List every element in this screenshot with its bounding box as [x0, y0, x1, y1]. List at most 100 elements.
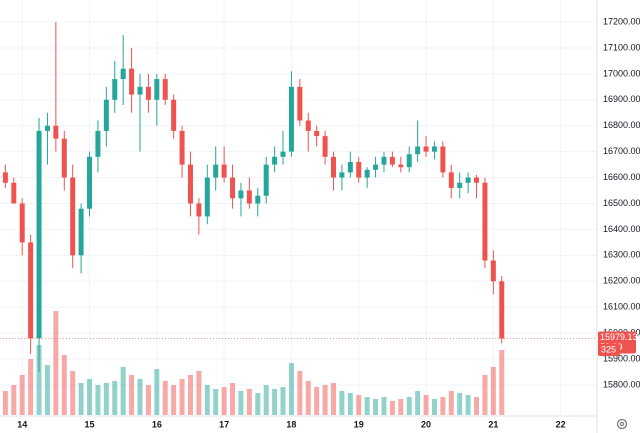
candle-body — [255, 195, 261, 204]
candle-body — [322, 136, 328, 157]
y-tick-label: 17100.00 — [603, 42, 640, 52]
candle-body — [36, 130, 42, 339]
x-tick-label: 19 — [354, 419, 364, 429]
volume-bar — [87, 379, 93, 415]
volume-bar — [448, 391, 454, 415]
volume-bar — [389, 401, 395, 415]
x-tick-label: 17 — [219, 419, 229, 429]
gear-hub — [619, 421, 625, 427]
candle-body — [230, 177, 236, 199]
volume-bar — [11, 385, 17, 415]
candle-body — [474, 177, 480, 183]
y-tick-label: 17200.00 — [603, 16, 640, 26]
candle-body — [179, 130, 185, 165]
last-price-label: 15979.13 — [600, 332, 638, 342]
volume-bar — [246, 389, 252, 415]
volume-bar — [28, 359, 34, 415]
candle-body — [406, 154, 412, 168]
volume-bar — [230, 383, 236, 415]
candle-body — [103, 99, 109, 131]
volume-bar — [322, 385, 328, 415]
volume-bar — [423, 395, 429, 415]
volume-bar — [103, 383, 109, 415]
volume-bar — [255, 393, 261, 415]
volume-bar — [36, 345, 42, 415]
candle-body — [448, 172, 454, 188]
candle-body — [213, 164, 219, 178]
candle-body — [280, 151, 286, 157]
candle-body — [465, 177, 471, 183]
volume-bar — [78, 383, 84, 415]
volume-bar — [330, 383, 336, 415]
volume-bar — [482, 375, 488, 415]
volume-bar — [171, 385, 177, 415]
x-tick-label: 14 — [17, 419, 27, 429]
volume-bar — [2, 391, 8, 415]
volume-bar — [53, 311, 59, 415]
volume-bar — [120, 367, 126, 415]
candle-body — [297, 86, 303, 121]
volume-bar — [288, 363, 294, 415]
y-tick-label: 16100.00 — [603, 302, 640, 312]
x-tick-label: 16 — [152, 419, 162, 429]
volume-bar — [61, 355, 67, 415]
candle-body — [11, 182, 17, 204]
candle-body — [95, 130, 101, 157]
candle-body — [196, 203, 202, 217]
volume-bar — [154, 369, 160, 415]
volume-bar — [280, 387, 286, 415]
candle-body — [120, 68, 126, 80]
volume-bar — [145, 385, 151, 415]
volume-bar — [70, 371, 76, 415]
candle-body — [19, 203, 25, 243]
y-tick-label: 15800.00 — [603, 379, 640, 389]
candle-body — [246, 190, 252, 204]
candle-body — [61, 138, 67, 178]
candle-body — [238, 190, 244, 199]
volume-bar — [137, 379, 143, 415]
volume-bar — [381, 397, 387, 415]
volume-bar — [356, 395, 362, 415]
volume-bar — [457, 393, 463, 415]
volume-bar — [44, 365, 50, 415]
candle-body — [78, 208, 84, 256]
volume-bar — [213, 389, 219, 415]
volume-bar — [196, 371, 202, 415]
candle-body — [356, 162, 362, 178]
candle-body — [499, 281, 505, 339]
y-tick-label: 16400.00 — [603, 224, 640, 234]
volume-bar — [364, 397, 370, 415]
volume-bar — [465, 395, 471, 415]
candle-body — [44, 125, 50, 131]
y-tick-label: 16900.00 — [603, 94, 640, 104]
candle-body — [70, 177, 76, 256]
volume-bar — [272, 389, 278, 415]
candle-body — [263, 164, 269, 196]
candle-body — [288, 86, 294, 152]
candle-body — [347, 162, 353, 173]
candle-body — [440, 146, 446, 173]
volume-bar — [398, 399, 404, 415]
volume-value-label: 325 — [601, 344, 616, 354]
candle-body — [314, 130, 320, 137]
y-tick-label: 16500.00 — [603, 198, 640, 208]
candle-body — [431, 146, 437, 152]
y-tick-label: 16600.00 — [603, 172, 640, 182]
volume-bar — [19, 375, 25, 415]
candle-body — [187, 164, 193, 204]
y-tick-label: 16300.00 — [603, 250, 640, 260]
candle-body — [204, 177, 210, 217]
settings-icon[interactable] — [616, 418, 628, 430]
candle-body — [53, 125, 59, 139]
candle-body — [129, 68, 135, 95]
candle-body — [2, 172, 8, 183]
candle-body — [423, 146, 429, 152]
volume-bar — [238, 391, 244, 415]
volume-bar — [297, 371, 303, 415]
volume-bar — [179, 379, 185, 415]
candle-body — [137, 86, 143, 95]
candle-body — [330, 156, 336, 178]
candle-body — [171, 99, 177, 131]
